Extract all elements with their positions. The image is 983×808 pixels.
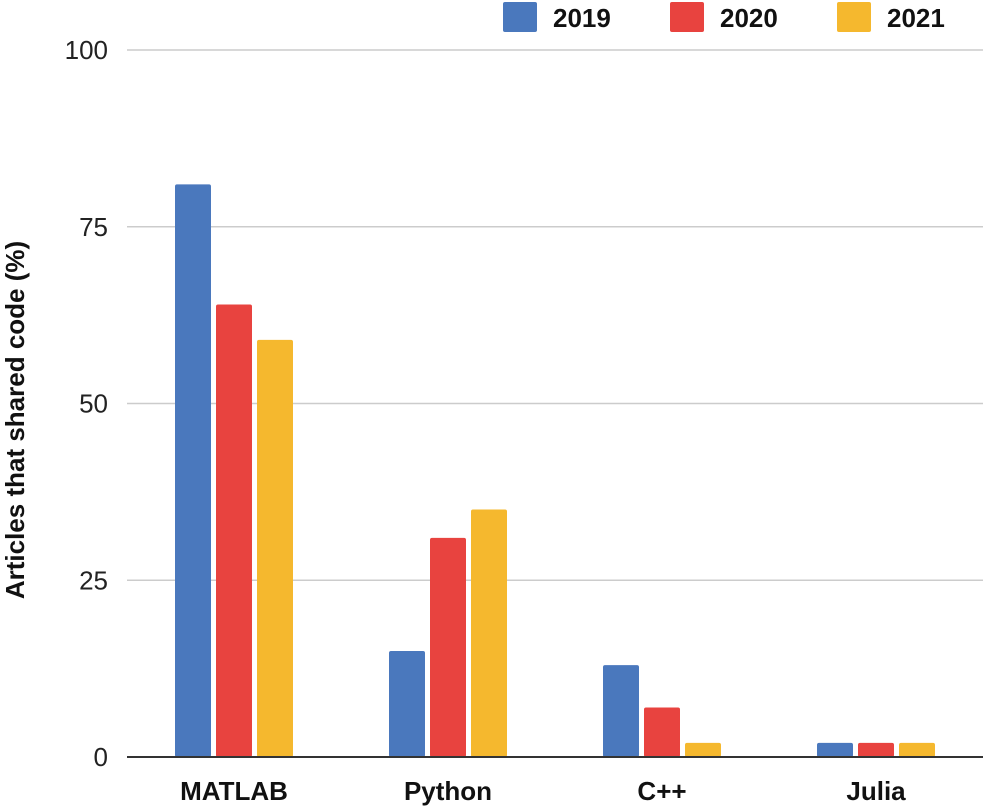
y-tick-label: 0 [94, 742, 108, 772]
bar-matlab-2021 [257, 339, 293, 757]
legend: 2019 2020 2021 [503, 2, 945, 33]
legend-label: 2021 [887, 3, 945, 33]
x-axis-categories: MATLAB Python C++ Julia [180, 776, 906, 806]
bar-python-2021 [471, 509, 507, 757]
bar-julia-2021 [899, 742, 935, 757]
bar-c-2020 [644, 707, 680, 757]
bar-matlab-2019 [175, 184, 211, 757]
x-category-label: MATLAB [180, 776, 288, 806]
bar-python-2020 [430, 537, 466, 757]
bar-matlab-2020 [216, 304, 252, 757]
y-axis-label: Articles that shared code (%) [0, 241, 30, 599]
y-tick-label: 25 [79, 565, 108, 595]
bar-python-2019 [389, 650, 425, 757]
legend-swatch [670, 2, 704, 32]
gridlines [127, 49, 983, 581]
x-category-label: Julia [846, 776, 906, 806]
legend-swatch [503, 2, 537, 32]
bar-c-2019 [603, 665, 639, 757]
bars [175, 184, 935, 757]
y-tick-label: 50 [79, 389, 108, 419]
bar-julia-2019 [817, 742, 853, 757]
y-tick-label: 100 [65, 35, 108, 65]
x-category-label: Python [404, 776, 492, 806]
bar-c-2021 [685, 742, 721, 757]
bar-julia-2020 [858, 742, 894, 757]
y-tick-label: 75 [79, 212, 108, 242]
legend-swatch [837, 2, 871, 32]
legend-label: 2020 [720, 3, 778, 33]
legend-label: 2019 [553, 3, 611, 33]
x-category-label: C++ [637, 776, 686, 806]
y-axis-ticks: 0 25 50 75 100 [65, 35, 108, 772]
